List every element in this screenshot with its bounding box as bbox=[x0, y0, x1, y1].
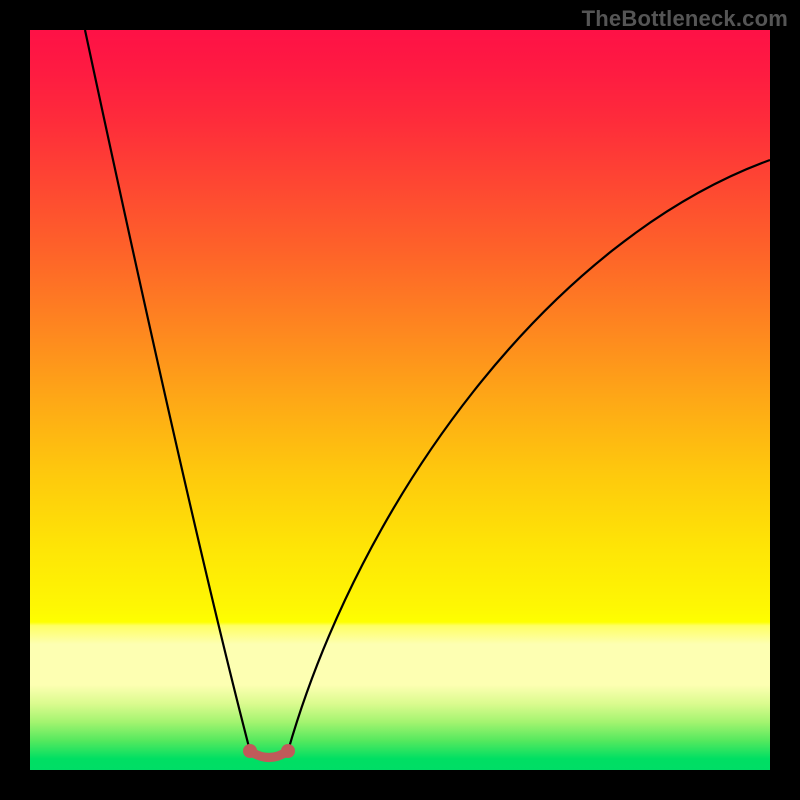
watermark-text: TheBottleneck.com bbox=[582, 6, 788, 32]
gradient-background bbox=[30, 30, 770, 770]
bottleneck-curve-chart bbox=[30, 30, 770, 770]
trough-marker-dot-1 bbox=[243, 744, 257, 758]
chart-container: TheBottleneck.com bbox=[0, 0, 800, 800]
trough-marker-dot-2 bbox=[281, 744, 295, 758]
